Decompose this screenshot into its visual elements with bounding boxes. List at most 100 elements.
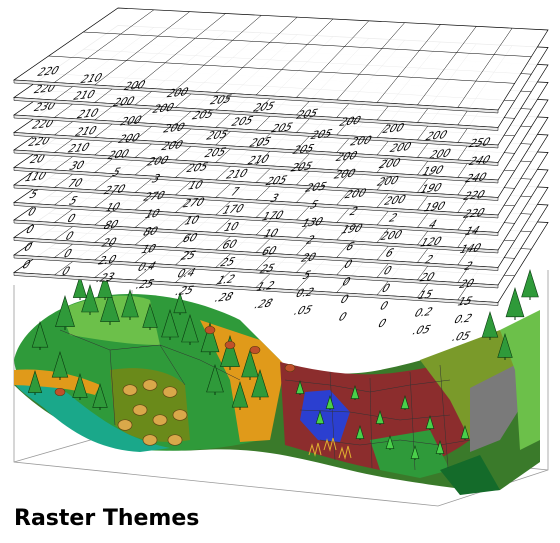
terrain-blue-zone [300,390,350,442]
pine-tree-icon [410,444,420,460]
grid-column-line [94,11,190,86]
grid-cell-value: 0 [336,310,350,324]
pine-tree-icon [27,369,43,395]
pine-tree-icon [72,372,88,400]
pine-tree-icon [181,313,199,345]
grid-cell-value: 205 [250,99,277,114]
grid-cell-value: 190 [419,163,446,178]
grid-cell-value: 110 [22,169,49,184]
grid-column-line [255,18,334,96]
pine-tree-icon [206,363,224,395]
grid-cell-value: 200 [333,149,360,164]
vegetation-icons [27,268,539,460]
grid-column-line [54,9,154,83]
grid-column-line [175,15,262,91]
pine-tree-icon [97,272,113,300]
pine-tree-icon [142,302,158,330]
grid-cell-value: .05 [291,303,315,318]
grid-cell-value: 270 [141,188,168,203]
polygon-boundary-line [284,379,451,393]
grid-cell-value: 190 [417,180,444,195]
pine-tree-icon [400,394,410,410]
polygon-boundary-line [159,344,186,386]
terrain-orange-slope [200,320,285,442]
polygon-boundaries [59,329,471,471]
pine-tree-icon [295,379,305,395]
grid-column-line [336,22,405,101]
shrub-icon [284,363,296,373]
polygon-boundary-line [439,364,449,469]
grid-cell-value: 190 [421,199,448,214]
pine-tree-icon [435,439,445,455]
pine-tree-icon [100,289,120,325]
grid-cell-value: 200 [116,130,143,145]
pine-tree-icon [355,424,365,440]
pine-tree-icon [315,409,325,425]
pine-tree-icon [505,286,525,320]
raster-layer: 220 210 200 200 205 205 205 200 200 200 250 [12,7,549,150]
grid-cell-value: 140 [457,241,484,256]
pine-tree-icon [481,310,499,340]
grid-row-line [83,31,532,57]
grid-cell-value: 200 [105,147,132,162]
grid-cell-value: 0.2 [412,305,436,320]
shrub-icon [204,325,216,335]
diagram-caption: Raster Themes [14,506,200,531]
shrub-icon [249,345,261,355]
pine-tree-icon [497,332,513,360]
shrub-icon [54,387,66,397]
pine-tree-icon [460,424,470,440]
polygon-boundary-line [329,371,336,461]
grid-cell-value: 205 [207,92,234,107]
pine-tree-icon [231,380,249,410]
round-tree-icon [167,434,183,446]
grid-column-line [296,20,370,98]
pine-tree-icon [220,334,240,370]
grid-cell-value: 205 [294,106,321,121]
grid-cell-value: 205 [288,159,315,174]
grid-cell-value: 210 [245,152,272,167]
grid-cell-value: 190 [338,221,365,236]
round-tree-icon [122,384,138,396]
grid-cell-value: 200 [337,113,364,128]
grid-cell-value: 205 [204,127,231,142]
pine-tree-icon [521,268,539,300]
grid-cell-value: 200 [121,78,148,93]
pine-tree-icon [92,382,108,410]
grid-cell-value: 210 [71,87,98,102]
terrain-surface [14,268,540,495]
grid-cell-value: 205 [263,173,290,188]
grid-cell-value: 205 [308,126,335,141]
grid-cell-value: 170 [220,201,247,216]
pine-tree-icon [241,348,259,380]
terrain-dark-green-base [440,455,500,495]
pine-tree-icon [375,409,385,425]
pine-tree-icon [425,414,435,430]
grid-cell-value: 220 [461,188,488,203]
pine-tree-icon [72,274,88,300]
round-tree-icon [117,419,133,431]
grid-cell-value: 200 [110,94,137,109]
grid-cell-value: 240 [462,170,489,185]
grass-icon [308,437,352,460]
grid-cell-value: 210 [74,106,101,121]
grid-cell-value: 200 [380,120,407,135]
grid-cell-value: 220 [35,63,62,78]
grid-cell-value: 270 [101,182,128,197]
grid-cell-value: 200 [164,85,191,100]
pine-tree-icon [55,294,75,330]
pine-tree-icon [31,320,49,350]
grid-cell-value: 205 [202,145,229,160]
terrain-light-green-right [500,310,540,450]
grid-cell-value: 200 [374,173,401,188]
grid-cell-value: 205 [290,141,317,156]
shrub-icon [224,340,236,350]
grid-cell-value: 200 [117,113,144,128]
grid-cell-value: 240 [466,153,493,168]
polygon-boundary-line [109,349,116,426]
grid-cell-value: 0 [375,316,389,330]
grid-cell-value: 200 [423,128,450,143]
grid-column-line [376,24,441,103]
grid-cell-value: 200 [378,228,405,243]
